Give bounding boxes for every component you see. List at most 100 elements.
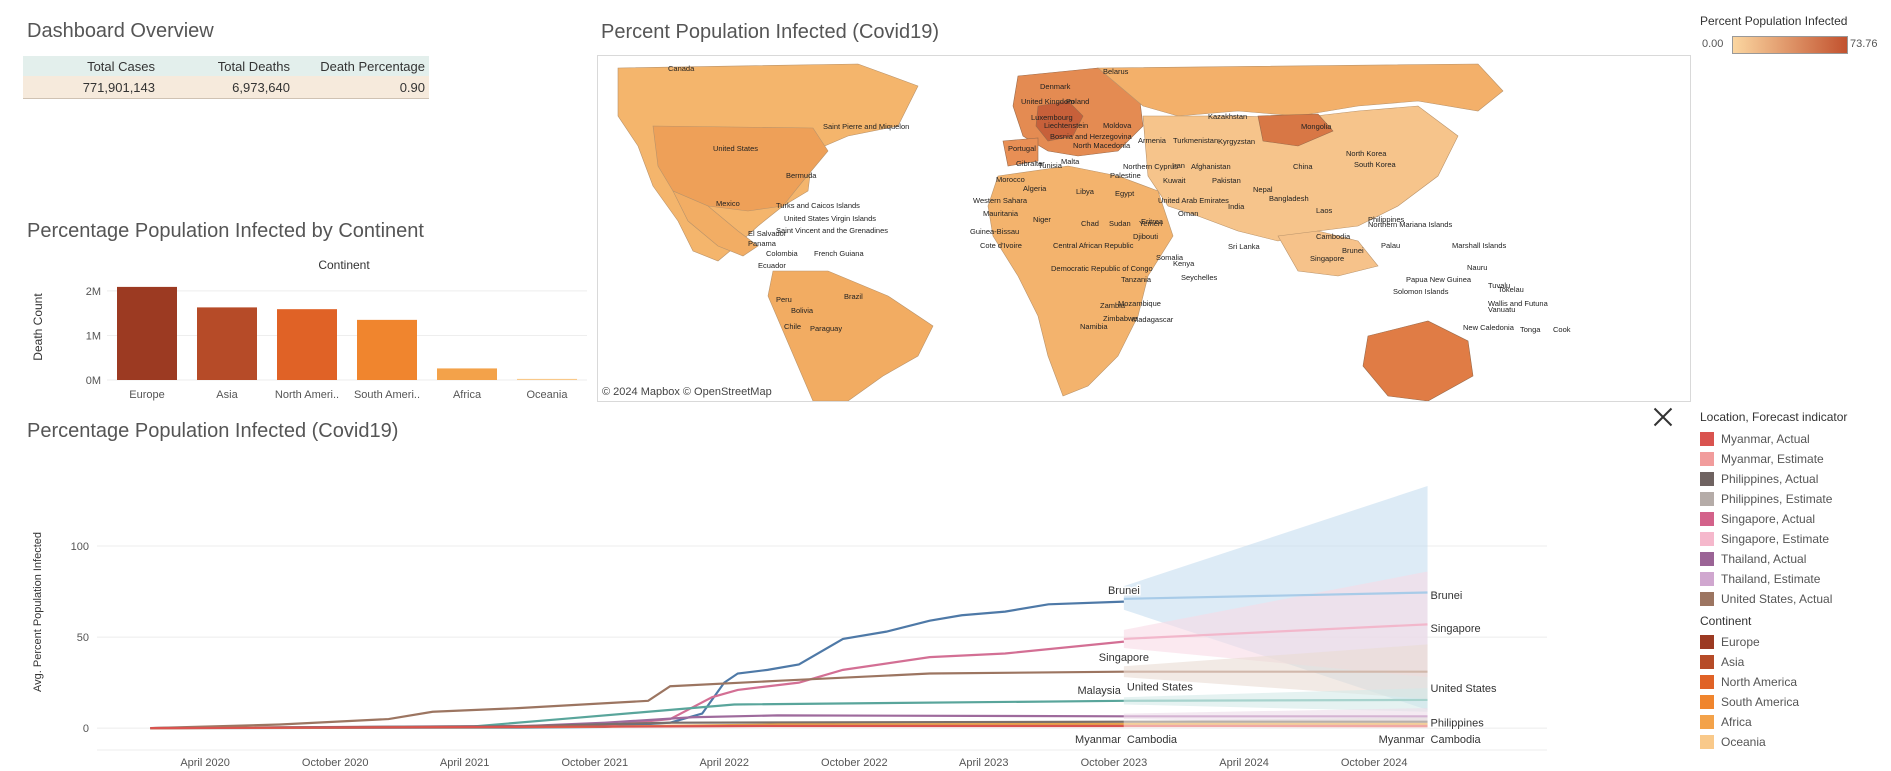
continent-header: Continent xyxy=(318,258,370,272)
map-country-label: Yemen xyxy=(1139,219,1162,228)
continent-legend-item[interactable]: Asia xyxy=(1700,654,1744,670)
map-legend[interactable]: 0.00 73.76 xyxy=(1700,36,1880,54)
location-legend-item[interactable]: Philippines, Estimate xyxy=(1700,491,1832,507)
kpi-header-row: Total Cases Total Deaths Death Percentag… xyxy=(23,56,429,76)
map-country-label: Nauru xyxy=(1467,263,1487,272)
map-country-label: Palestine xyxy=(1110,171,1141,180)
map-country-label: Brazil xyxy=(844,292,863,301)
series-end-label: Myanmar xyxy=(1075,734,1121,746)
world-map[interactable]: Canada United States Saint Pierre and Miqu… xyxy=(597,55,1691,402)
legend-swatch xyxy=(1700,532,1714,546)
bar-4[interactable] xyxy=(437,368,497,380)
close-icon[interactable] xyxy=(1650,404,1676,430)
map-shape-australia[interactable] xyxy=(1362,320,1474,401)
actual-line-7[interactable] xyxy=(150,724,1124,730)
kpi-value-row[interactable]: 771,901,143 6,973,640 0.90 xyxy=(23,76,429,99)
location-legend-item[interactable]: Philippines, Actual xyxy=(1700,471,1818,487)
map-country-label: Mexico xyxy=(716,199,740,208)
estimate-line-0[interactable] xyxy=(1123,591,1428,600)
map-country-label: Sri Lanka xyxy=(1228,242,1261,251)
map-country-label: Western Sahara xyxy=(973,196,1028,205)
map-country-label: India xyxy=(1228,202,1245,211)
continent-legend-item[interactable]: North America xyxy=(1700,674,1797,690)
map-shape-africa[interactable] xyxy=(987,165,1174,397)
actual-line-2[interactable] xyxy=(150,670,1124,730)
continent-legend-item[interactable]: Africa xyxy=(1700,714,1752,730)
map-legend-gradient xyxy=(1732,36,1848,54)
map-country-label: Niger xyxy=(1033,215,1051,224)
map-shape-russia[interactable] xyxy=(1097,63,1504,117)
legend-label: Myanmar, Actual xyxy=(1721,432,1810,446)
actual-line-1[interactable] xyxy=(150,640,1124,730)
bar-0[interactable] xyxy=(117,286,177,380)
legend-swatch xyxy=(1700,432,1714,446)
map-country-label: Marshall Islands xyxy=(1452,241,1506,250)
map-country-label: Denmark xyxy=(1040,82,1071,91)
death-percentage-value[interactable]: 0.90 xyxy=(294,76,429,99)
legend-label: Philippines, Actual xyxy=(1721,472,1819,486)
legend-swatch xyxy=(1700,452,1714,466)
legend-swatch xyxy=(1700,472,1714,486)
bar-2[interactable] xyxy=(277,309,337,380)
bar-3[interactable] xyxy=(357,319,417,380)
series-end-label: Brunei xyxy=(1431,590,1463,602)
estimate-line-1[interactable] xyxy=(1123,623,1428,641)
map-country-label: Laos xyxy=(1316,206,1333,215)
map-shape-mexico[interactable] xyxy=(672,190,759,257)
legend-label: North America xyxy=(1721,675,1798,689)
total-deaths-value[interactable]: 6,973,640 xyxy=(159,76,294,99)
bar-category-label: North Ameri.. xyxy=(275,389,339,401)
map-country-label: Portugal xyxy=(1008,144,1036,153)
estimate-line-3[interactable] xyxy=(1123,698,1428,702)
map-country-label: Saint Pierre and Miquelon xyxy=(823,122,909,131)
map-canvas[interactable]: Canada United States Saint Pierre and Miqu… xyxy=(598,56,1690,401)
series-end-label: Cambodia xyxy=(1431,734,1482,746)
location-legend-item[interactable]: Myanmar, Estimate xyxy=(1700,451,1824,467)
series-end-label: United States xyxy=(1431,683,1498,695)
map-country-label: Mongolia xyxy=(1301,122,1332,131)
map-country-label: Tonga xyxy=(1520,325,1541,334)
bar-5[interactable] xyxy=(517,378,577,380)
location-legend-item[interactable]: Singapore, Actual xyxy=(1700,511,1815,527)
location-legend-item[interactable]: Thailand, Estimate xyxy=(1700,571,1820,587)
total-cases-value[interactable]: 771,901,143 xyxy=(23,76,159,99)
map-shape-mongolia[interactable] xyxy=(1257,113,1334,147)
map-country-label: China xyxy=(1293,162,1313,171)
map-country-label: Papua New Guinea xyxy=(1406,275,1472,284)
map-country-label: Madagascar xyxy=(1132,315,1174,324)
map-country-label: Northern Cyprus xyxy=(1123,162,1178,171)
map-shape-asia[interactable] xyxy=(1142,105,1459,242)
legend-label: Oceania xyxy=(1721,735,1766,749)
line-x-tick: April 2021 xyxy=(440,757,490,769)
map-country-label: Saint Vincent and the Grenadines xyxy=(776,226,888,235)
legend-swatch xyxy=(1700,715,1714,729)
actual-line-0[interactable] xyxy=(150,600,1124,730)
continent-legend-item[interactable]: South America xyxy=(1700,694,1799,710)
location-legend-item[interactable]: United States, Actual xyxy=(1700,591,1832,607)
map-shape-south-america[interactable] xyxy=(767,270,934,401)
location-legend-item[interactable]: Thailand, Actual xyxy=(1700,551,1806,567)
map-shape-united-states[interactable] xyxy=(652,125,829,212)
location-legend-item[interactable]: Singapore, Estimate xyxy=(1700,531,1829,547)
map-country-label: Vanuatu xyxy=(1488,305,1515,314)
continent-legend-item[interactable]: Oceania xyxy=(1700,734,1766,750)
map-country-label: Afghanistan xyxy=(1191,162,1231,171)
map-country-label: Armenia xyxy=(1138,136,1167,145)
legend-swatch xyxy=(1700,675,1714,689)
map-country-label: Kenya xyxy=(1173,259,1195,268)
bar-category-label: Oceania xyxy=(527,389,569,401)
map-shape-southeast-asia[interactable] xyxy=(1277,230,1379,277)
bar-1[interactable] xyxy=(197,307,257,380)
map-country-label: Singapore xyxy=(1310,254,1344,263)
map-country-label: Luxembourg xyxy=(1031,113,1073,122)
map-country-label: Morocco xyxy=(996,175,1025,184)
map-country-label: Namibia xyxy=(1080,322,1108,331)
location-legend-item[interactable]: Myanmar, Actual xyxy=(1700,431,1810,447)
map-shape-iberia[interactable] xyxy=(1002,137,1039,167)
map-country-label: Chad xyxy=(1081,219,1099,228)
continent-legend-item[interactable]: Europe xyxy=(1700,634,1760,650)
map-shape-france-germany[interactable] xyxy=(1035,100,1084,142)
map-country-label: Panama xyxy=(748,239,777,248)
map-country-label: Brunei xyxy=(1342,246,1364,255)
map-legend-title: Percent Population Infected xyxy=(1700,14,1848,28)
